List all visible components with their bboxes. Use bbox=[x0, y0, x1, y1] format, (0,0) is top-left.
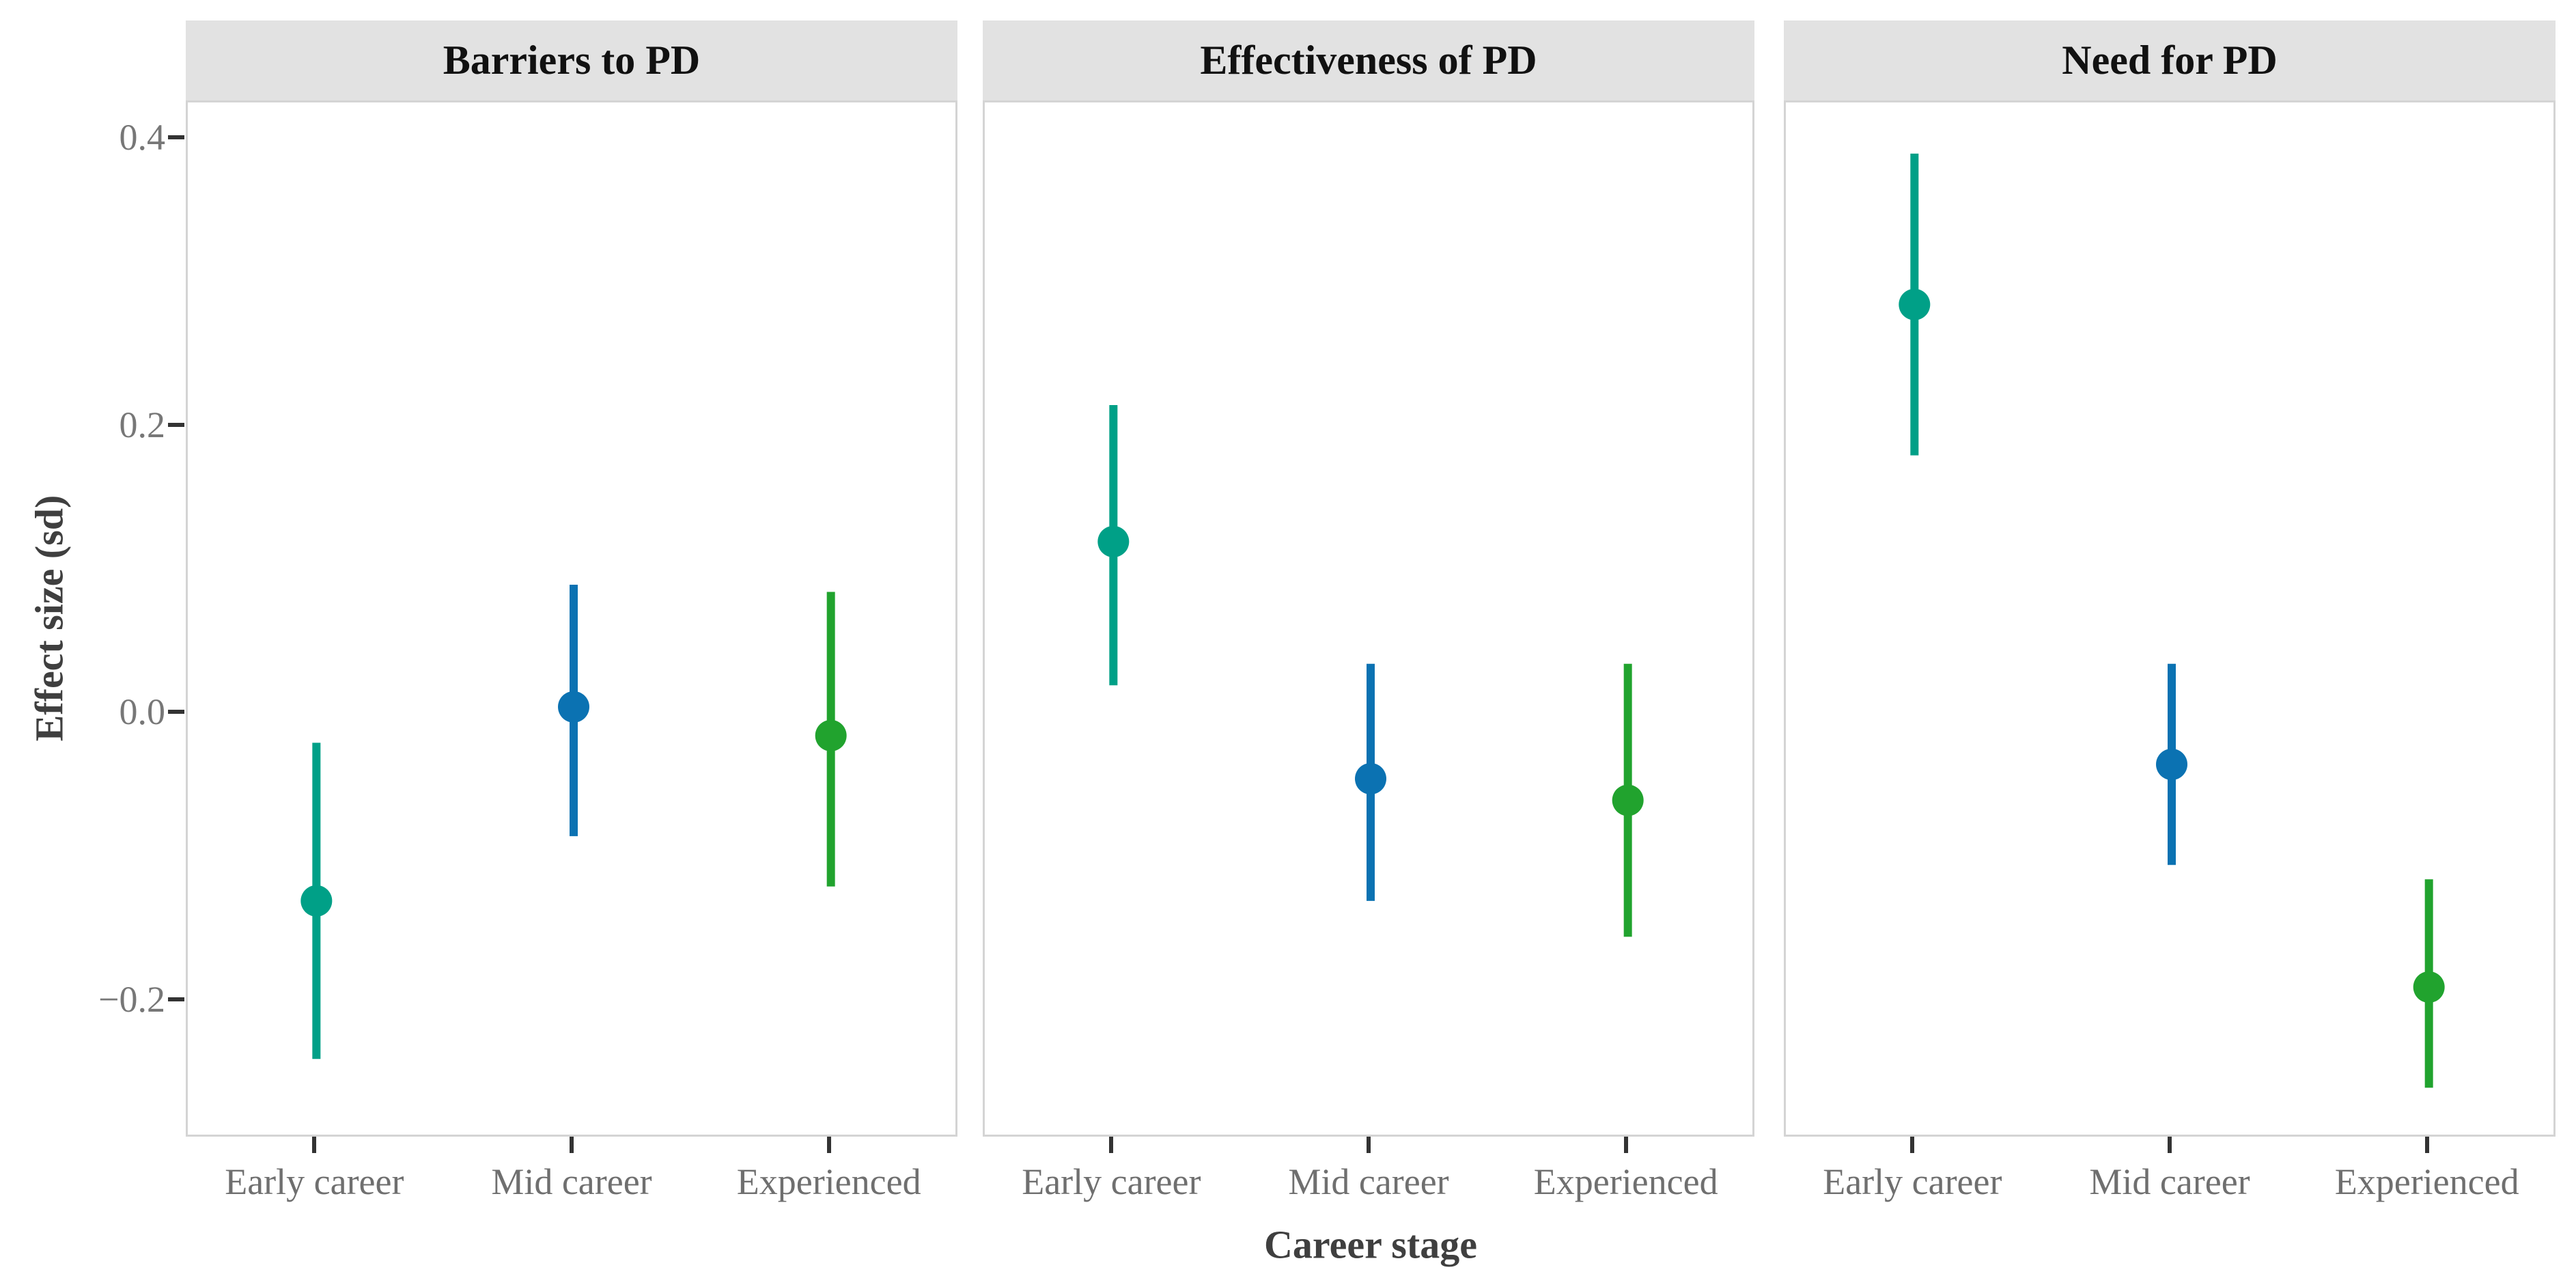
y-tick-mark bbox=[168, 135, 184, 139]
facet-panel: Effectiveness of PD Early career Mid caree… bbox=[983, 20, 1754, 1232]
x-tick-label: Experienced bbox=[1533, 1161, 1718, 1202]
x-tick-mark bbox=[1109, 1137, 1114, 1153]
facet-strip: Effectiveness of PD bbox=[983, 20, 1754, 100]
x-tick-mark bbox=[312, 1137, 317, 1153]
facet-panel: Need for PD Early career Mid career Experie… bbox=[1784, 20, 2556, 1232]
point-estimate-marker bbox=[558, 691, 589, 723]
x-tick-label: Mid career bbox=[2089, 1161, 2250, 1202]
x-tick-mark bbox=[1910, 1137, 1915, 1153]
point-estimate-marker bbox=[1355, 763, 1386, 795]
x-tick-mark bbox=[570, 1137, 574, 1153]
y-tick-label: 0.2 bbox=[119, 404, 166, 445]
facet-panel: Barriers to PD Early career Mid career Expe… bbox=[186, 20, 957, 1232]
y-tick-mark bbox=[168, 710, 184, 715]
point-estimate-marker bbox=[300, 885, 333, 917]
pointrange-layer bbox=[1899, 153, 2445, 1088]
point-estimate-marker bbox=[1612, 784, 1644, 816]
y-tick-label: 0.4 bbox=[119, 116, 166, 158]
plot-area bbox=[186, 100, 957, 1137]
x-tick-mark bbox=[2168, 1137, 2172, 1153]
x-tick-mark bbox=[1623, 1137, 1628, 1153]
point-estimate-marker bbox=[2413, 971, 2445, 1003]
y-tick-mark bbox=[168, 422, 184, 427]
plot-area bbox=[983, 100, 1754, 1137]
facet-title: Barriers to PD bbox=[443, 38, 701, 83]
y-tick-label: 0.0 bbox=[119, 691, 166, 733]
point-estimate-marker bbox=[1097, 525, 1130, 557]
x-tick-label: Mid career bbox=[1288, 1161, 1449, 1202]
x-axis-title: Career stage bbox=[1264, 1222, 1477, 1267]
x-tick-mark bbox=[1367, 1137, 1371, 1153]
facet-title: Need for PD bbox=[2062, 38, 2278, 83]
point-estimate-marker bbox=[815, 719, 847, 751]
pointrange-layer bbox=[1097, 405, 1644, 937]
x-tick-label: Early career bbox=[1022, 1161, 1201, 1202]
x-tick-label: Early career bbox=[225, 1161, 404, 1202]
pointrange-layer bbox=[300, 585, 847, 1059]
y-tick-mark bbox=[168, 997, 184, 1002]
x-tick-label: Experienced bbox=[2334, 1161, 2519, 1202]
point-estimate-marker bbox=[1899, 288, 1931, 320]
facet-title: Effectiveness of PD bbox=[1200, 38, 1537, 83]
x-tick-mark bbox=[2424, 1137, 2429, 1153]
x-tick-label: Early career bbox=[1823, 1161, 2002, 1202]
x-tick-mark bbox=[826, 1137, 831, 1153]
facet-strip: Need for PD bbox=[1784, 20, 2556, 100]
x-tick-label: Mid career bbox=[491, 1161, 652, 1202]
x-tick-label: Experienced bbox=[736, 1161, 921, 1202]
point-estimate-marker bbox=[2156, 748, 2187, 780]
facet-strip: Barriers to PD bbox=[186, 20, 957, 100]
plot-area bbox=[1784, 100, 2556, 1137]
y-tick-label: −0.2 bbox=[98, 979, 165, 1021]
